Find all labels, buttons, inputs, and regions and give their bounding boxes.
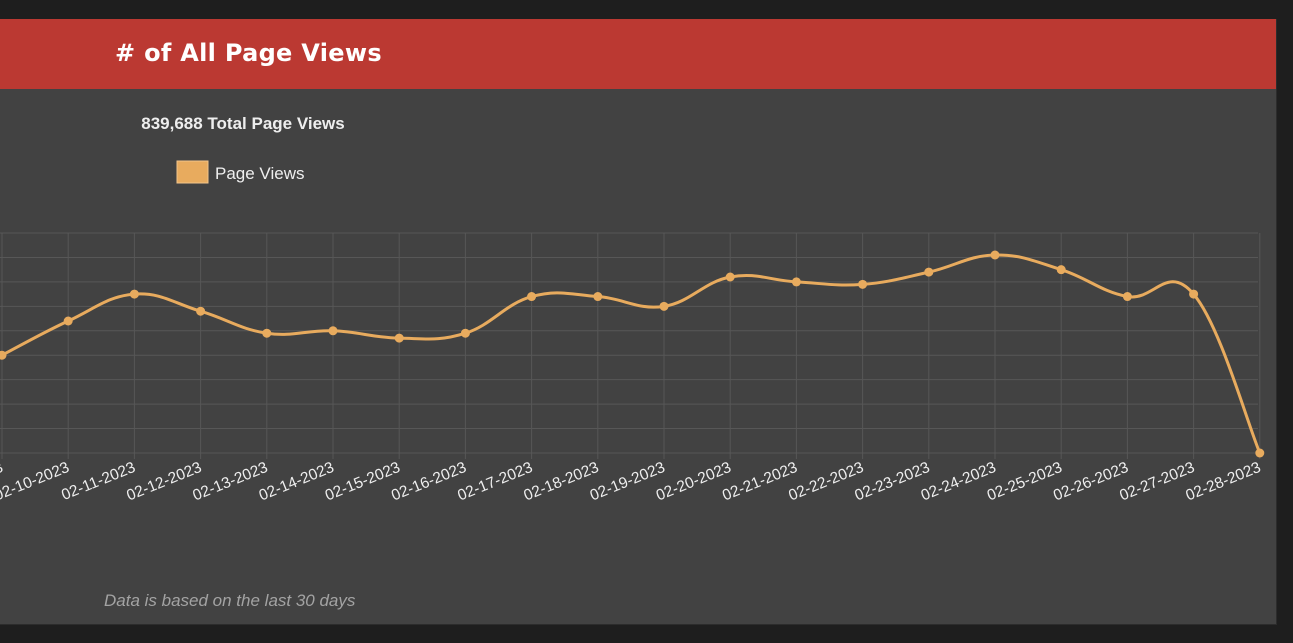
x-tick-label: 02-19-2023: [588, 459, 668, 504]
data-range-footnote: Data is based on the last 30 days: [104, 591, 356, 610]
data-point: [659, 301, 669, 311]
x-tick-label: 02-26-2023: [1051, 459, 1131, 504]
data-point: [262, 328, 272, 338]
data-point: [725, 272, 735, 282]
x-tick-label: 02-10-2023: [0, 459, 72, 504]
x-tick-label: 02-22-2023: [786, 459, 866, 504]
x-tick-label: 02-18-2023: [521, 459, 601, 504]
card-header: # of All Page Views: [0, 19, 1276, 89]
data-point: [460, 328, 470, 338]
x-tick-label: 02-17-2023: [455, 459, 535, 504]
x-tick-label: 02-20-2023: [654, 459, 734, 504]
data-point: [394, 333, 404, 343]
data-point: [1189, 289, 1199, 299]
data-point: [1255, 448, 1265, 458]
series-line-page-views: [0, 253, 1262, 455]
x-tick-label: 02-12-2023: [124, 459, 204, 504]
data-point: [1122, 292, 1132, 302]
x-tick-label: 02-15-2023: [323, 459, 403, 504]
x-tick-label: 02-16-2023: [389, 459, 469, 504]
data-point: [791, 277, 801, 287]
data-point: [0, 350, 7, 360]
data-point: [593, 292, 603, 302]
data-point: [196, 306, 206, 316]
data-point: [858, 279, 868, 289]
x-tick-label: 02-13-2023: [190, 459, 270, 504]
chart-total-title: 839,688 Total Page Views: [141, 114, 345, 133]
data-point: [63, 316, 73, 326]
grid: [0, 232, 1261, 459]
x-tick-label: 02-24-2023: [919, 459, 999, 504]
page-views-card: # of All Page Views 839,688 Total Page V…: [0, 19, 1277, 625]
x-tick-label: 02-23-2023: [852, 459, 932, 504]
x-tick-label: 02-14-2023: [257, 459, 337, 504]
x-tick-label: 02-28-2023: [1183, 459, 1263, 504]
x-tick-label: 02-25-2023: [985, 459, 1065, 504]
card-title: # of All Page Views: [115, 39, 382, 67]
x-tick-label: 02-21-2023: [720, 459, 800, 504]
data-point: [1056, 265, 1066, 275]
x-tick-label: 02-11-2023: [59, 459, 138, 504]
data-point: [924, 267, 934, 277]
data-point: [129, 289, 139, 299]
data-point: [527, 292, 537, 302]
data-point: [328, 326, 338, 336]
legend-label-page-views: Page Views: [215, 164, 304, 183]
data-point: [990, 250, 1000, 260]
legend-swatch-page-views: [176, 160, 209, 184]
x-tick-label: 02-27-2023: [1117, 459, 1197, 504]
